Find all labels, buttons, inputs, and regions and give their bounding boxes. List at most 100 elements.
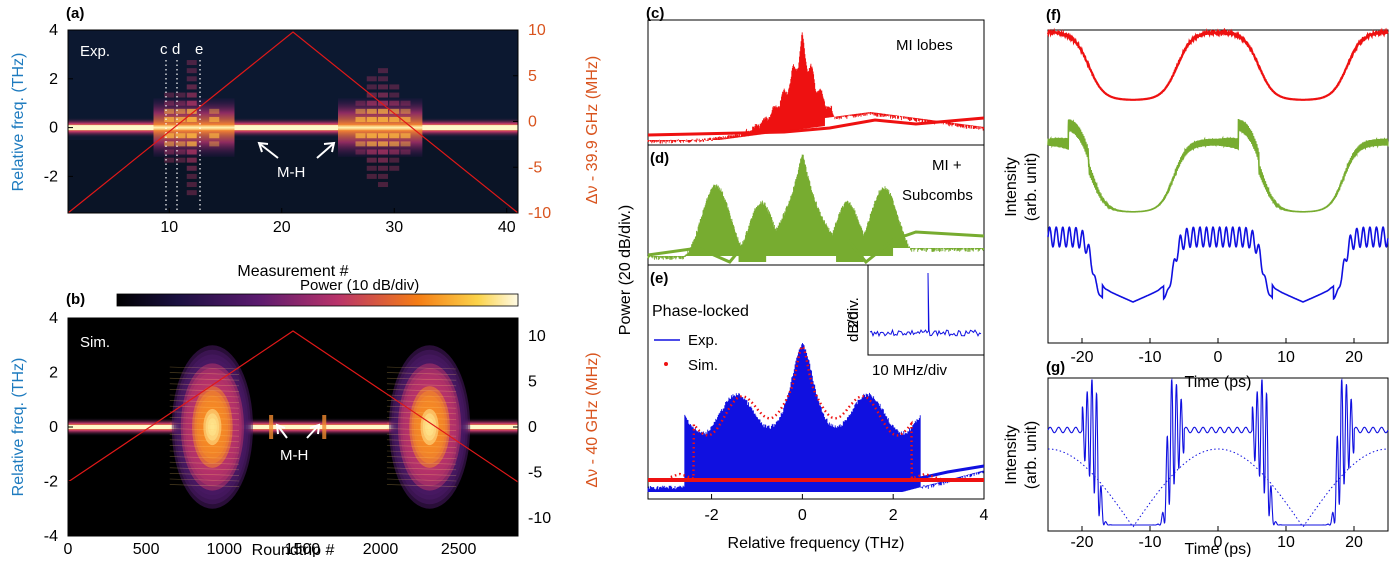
inset-frame <box>867 264 985 356</box>
lobe-stripe <box>386 383 457 387</box>
panel-a-ylabel-right: Δν - 39.9 GHz (MHz) <box>584 56 601 204</box>
marker-label-d: d <box>172 41 180 58</box>
sideband-cell <box>378 133 388 139</box>
panel-b-heatmap <box>68 345 518 509</box>
sideband-cell <box>355 133 366 139</box>
lobe-stripe <box>386 467 457 471</box>
sideband-cell <box>378 141 388 147</box>
lobe-stripe <box>386 450 457 454</box>
sideband-cell <box>186 157 197 163</box>
y-right-tick-label: 0 <box>528 114 537 131</box>
lobe-stripe <box>386 377 457 381</box>
cw-band-core <box>68 425 518 429</box>
lobe-stripe <box>169 422 240 426</box>
sideband-cell <box>175 116 186 122</box>
sideband-cell <box>164 141 175 147</box>
baseline-red <box>647 116 985 137</box>
lobe-stripe <box>386 456 457 459</box>
panel-g: -20 -10 0 10 20 (g) Time (ps) Intensity (arb… <box>1003 359 1389 558</box>
panel-b-overlay-line <box>67 330 519 483</box>
panel-f: -20 -10 0 10 20 (f) Time (ps) Intensity (arb… <box>1003 7 1389 391</box>
sideband-cell <box>209 141 220 147</box>
mh-label-a: M-H <box>277 164 305 181</box>
lobe-stripe <box>386 389 457 392</box>
panel-f-axes: -20 -10 0 10 20 <box>1070 338 1363 366</box>
panel-f-frame <box>1047 29 1389 344</box>
x-tick-label: 40 <box>498 219 516 236</box>
lobe-stripe <box>386 400 457 403</box>
sideband-cell <box>355 116 366 122</box>
lobe-stripe <box>169 433 240 437</box>
lobe-stripe <box>386 478 457 482</box>
sideband-cell <box>366 133 377 139</box>
lobe-stripe <box>169 450 240 454</box>
sideband-cell <box>378 157 388 163</box>
sideband-cell <box>164 149 175 155</box>
lobe-stripe <box>169 400 240 403</box>
inset-xlabel: 10 MHz/div <box>872 362 948 379</box>
panel-f-label: (f) <box>1046 7 1061 24</box>
sideband-cell <box>164 133 175 139</box>
sideband-cell <box>186 133 197 139</box>
lobe-stripe <box>169 411 240 415</box>
sideband-cell <box>175 100 186 106</box>
sideband-cell <box>389 84 400 90</box>
panel-b-axes: 0 500 1000 1500 2000 2500 -4 -2 0 2 4 -10 -5 0 5 10 <box>44 310 551 558</box>
sideband-cell <box>389 133 400 139</box>
sideband-cell <box>389 141 400 147</box>
lobe-stripe <box>169 445 240 448</box>
sideband-cell <box>366 141 377 147</box>
sideband-cell <box>389 100 400 106</box>
panel-g-axes: -20 -10 0 10 20 <box>1070 526 1363 551</box>
sideband-cell <box>378 76 388 82</box>
y-tick-label: -2 <box>44 474 58 491</box>
lobe-stripe <box>169 428 240 431</box>
sideband-cell <box>389 149 400 155</box>
lobe-stripe <box>386 417 457 420</box>
y-right-tick-label: -10 <box>528 510 551 527</box>
pulse-trace <box>1047 378 1389 526</box>
sideband-cell <box>175 149 186 155</box>
sideband-cell <box>175 141 186 147</box>
panel-a: c d e Exp. M-H 10 20 30 40 -2 0 2 4 -10 -5 0 5 10 (a… <box>10 5 601 280</box>
sideband-cell <box>164 108 175 114</box>
panel-b-label: (b) <box>66 291 85 308</box>
mh-arrows-a <box>257 141 336 159</box>
panel-c-trace <box>647 32 985 144</box>
sideband-cell <box>186 182 197 188</box>
lobe-stripe <box>169 484 240 487</box>
x-tick-label: 10 <box>160 219 178 236</box>
sideband-cell <box>175 133 186 139</box>
x-tick-label: 20 <box>273 219 291 236</box>
panel-c-caption: MI lobes <box>896 37 953 54</box>
sideband-cell <box>400 108 411 114</box>
panel-cde-ylabel: Power (20 dB/div.) <box>617 205 634 335</box>
sideband-cell <box>186 149 197 155</box>
sideband-cell <box>400 141 411 147</box>
x-tick-label: -2 <box>704 507 718 524</box>
panel-b-ylabel-right: Δν - 40 GHz (MHz) <box>584 352 601 487</box>
sideband-cell <box>378 68 388 74</box>
lobe-stripe <box>386 422 457 426</box>
sideband-cell <box>366 100 377 106</box>
panel-e-simulation <box>648 345 984 482</box>
mi-lobe-region <box>338 98 423 157</box>
red-trace <box>1046 27 1389 101</box>
panel-g-xlabel: Time (ps) <box>1185 541 1252 557</box>
y-right-tick-label: 10 <box>528 22 546 39</box>
sideband-cell <box>186 100 197 106</box>
legend-sim-label: Sim. <box>688 357 718 374</box>
sideband-cell <box>186 60 197 66</box>
x-tick-label: 30 <box>385 219 403 236</box>
panel-f-xlabel: Time (ps) <box>1185 374 1252 391</box>
sideband-cell <box>186 68 197 74</box>
mi-lobe-shade <box>427 422 432 432</box>
sideband-cell <box>389 165 400 171</box>
panel-b-ylabel-left: Relative freq. (THz) <box>10 358 27 497</box>
y-tick-label: 0 <box>49 419 58 436</box>
sideband-cell <box>186 116 197 122</box>
sideband-cell <box>389 157 400 163</box>
legend-exp-label: Exp. <box>688 332 718 349</box>
sideband-cell <box>378 92 388 98</box>
